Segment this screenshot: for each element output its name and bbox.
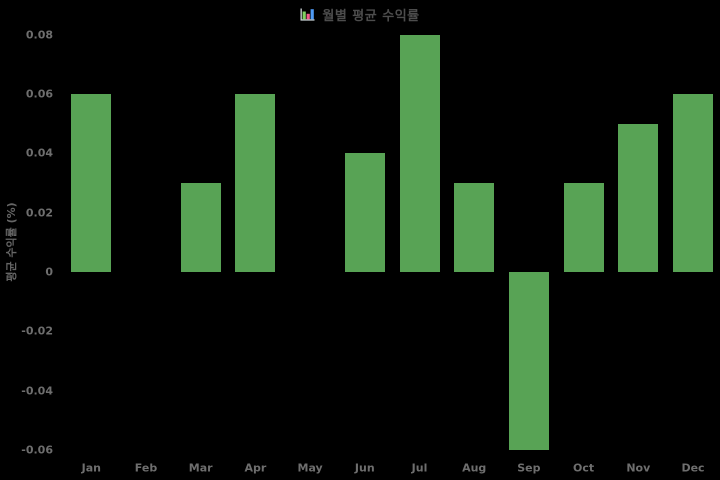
x-tick-label-jan: Jan bbox=[81, 461, 101, 475]
x-tick-label-mar: Mar bbox=[188, 461, 213, 475]
y-tick-label: -0.06 bbox=[21, 443, 53, 457]
x-tick-label-nov: Nov bbox=[626, 461, 651, 475]
bar-nov bbox=[618, 123, 659, 272]
x-tick-label-feb: Feb bbox=[134, 461, 158, 475]
y-tick-label: -0.04 bbox=[21, 384, 53, 398]
x-tick-label-may: May bbox=[297, 461, 323, 475]
bar-dec bbox=[673, 94, 713, 272]
chart-title: 월별 평균 수익률 bbox=[322, 8, 420, 24]
x-tick-label-jul: Jul bbox=[411, 461, 428, 475]
x-tick-label-dec: Dec bbox=[681, 461, 705, 475]
y-tick-label: 0 bbox=[45, 265, 53, 279]
bar-chart-icon bbox=[300, 7, 315, 22]
bar-mar bbox=[180, 183, 221, 272]
bar-jun bbox=[344, 153, 385, 272]
bar-sep bbox=[508, 272, 549, 450]
x-tick-label-jun: Jun bbox=[354, 461, 375, 475]
y-tick-label: 0.06 bbox=[25, 87, 53, 101]
bar-apr bbox=[235, 94, 276, 272]
chart-header: 월별 평균 수익률 bbox=[0, 5, 720, 24]
bar-jul bbox=[399, 34, 440, 272]
y-tick-label: 0.02 bbox=[25, 206, 53, 220]
bar-jan bbox=[71, 94, 112, 272]
y-tick-label: -0.02 bbox=[21, 324, 53, 338]
bar-oct bbox=[563, 183, 604, 272]
y-tick-label: 0.04 bbox=[25, 146, 53, 160]
y-tick-label: 0.08 bbox=[25, 28, 53, 42]
bar-aug bbox=[454, 183, 495, 272]
x-tick-label-apr: Apr bbox=[244, 461, 267, 475]
x-tick-label-aug: Aug bbox=[462, 461, 487, 475]
x-tick-label-oct: Oct bbox=[573, 461, 595, 475]
x-tick-label-sep: Sep bbox=[517, 461, 541, 475]
